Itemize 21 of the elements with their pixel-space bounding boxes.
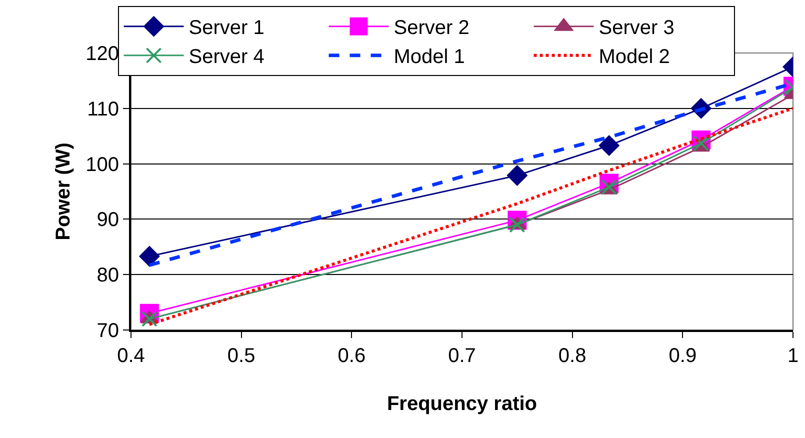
y-axis-title: Power (W) (52, 142, 75, 240)
x-tick-label: 0.9 (668, 345, 697, 367)
y-tick-label: 70 (96, 320, 119, 342)
y-tick-label: 120 (86, 43, 119, 65)
legend-label: Server 3 (598, 17, 674, 40)
x-tick-label: 0.6 (338, 345, 366, 367)
y-tick-label: 90 (96, 209, 119, 232)
legend-label: Model 1 (394, 46, 465, 68)
legend-label: Server 4 (188, 46, 264, 68)
legend-label: Server 1 (188, 17, 264, 40)
x-axis-title: Frequency ratio (386, 393, 538, 415)
x-tick-label: 0.7 (448, 345, 476, 367)
x-tick-label: 0.8 (558, 345, 586, 367)
legend-label: Server 2 (394, 17, 470, 40)
y-tick-label: 100 (86, 154, 119, 176)
x-tick-label: 1 (787, 345, 799, 367)
x-tick-label: 0.4 (117, 345, 145, 367)
y-tick-label: 110 (87, 98, 119, 120)
x-tick-label: 0.5 (227, 345, 256, 367)
legend-label: Model 2 (598, 46, 670, 68)
y-tick-label: 80 (96, 264, 119, 287)
